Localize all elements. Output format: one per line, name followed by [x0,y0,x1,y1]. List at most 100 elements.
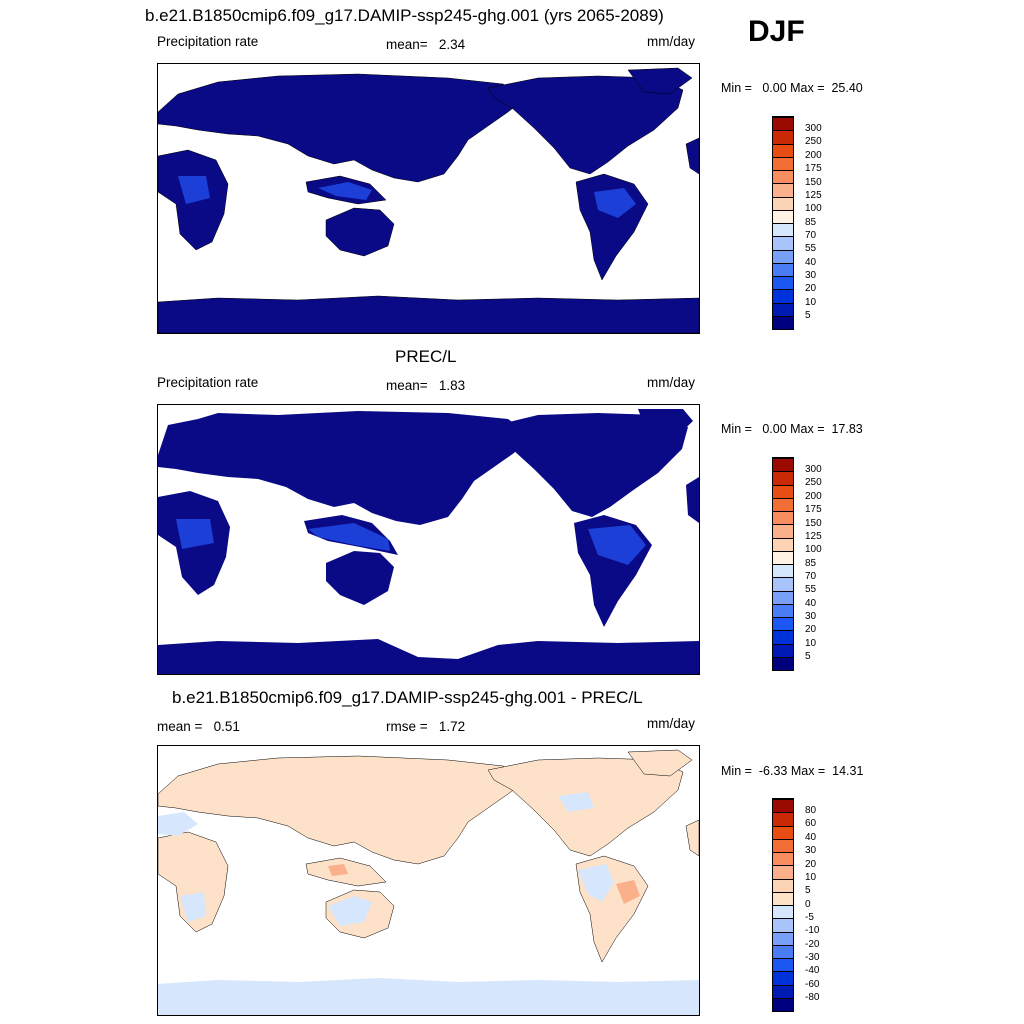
negative-region-north-africa [158,812,198,836]
colorbar-swatch [773,130,793,144]
colorbar-label: 85 [805,217,817,228]
land-eurasia [158,411,530,525]
panel-3-colorbar [772,798,794,1012]
negative-region-south-america [578,864,614,902]
panel-3-min-max: Min = -6.33 Max = 14.31 [721,764,864,778]
colorbar-swatch [773,905,793,919]
colorbar-swatch [773,302,793,316]
colorbar-label: 5 [805,885,811,896]
colorbar-swatch [773,537,793,551]
land-australia [326,551,394,605]
colorbar-label: 40 [805,257,817,268]
land-europe-right [685,137,699,175]
colorbar-label: 0 [805,899,811,910]
colorbar-swatch [773,865,793,879]
land-greenland [627,749,693,777]
colorbar-swatch [773,236,793,250]
colorbar-label: -30 [805,952,820,963]
panel-2-units-label: mm/day [647,375,696,390]
colorbar-label: 200 [805,150,822,161]
land-antarctica [158,639,699,674]
wet-region-amazon [594,188,636,218]
colorbar-label: 5 [805,651,811,662]
colorbar-swatch [773,997,793,1011]
panel-2-map [157,404,700,675]
colorbar-swatch [773,630,793,644]
wet-region-central-africa [178,176,210,204]
land-europe-right [686,477,699,523]
wet-region-se-asia [308,523,390,551]
negative-region-north-america [558,792,594,812]
colorbar-label: 20 [805,624,817,635]
colorbar-label: 300 [805,123,822,134]
panel-2-variable-label: Precipitation rate [157,375,259,390]
colorbar-label: 100 [805,203,822,214]
colorbar-swatch [773,958,793,972]
colorbar-swatch [773,484,793,498]
colorbar-swatch [773,577,793,591]
colorbar-swatch [773,564,793,578]
colorbar-swatch [773,812,793,826]
colorbar-label: 30 [805,845,817,856]
colorbar-swatch [773,249,793,263]
colorbar-swatch [773,878,793,892]
land-eurasia [158,755,527,865]
colorbar-swatch [773,458,793,472]
colorbar-swatch [773,524,793,538]
colorbar-label: 40 [805,832,817,843]
colorbar-swatch [773,891,793,905]
negative-region-antarctica [158,978,699,1015]
panel-1-mean-label: mean= 2.34 [386,37,466,52]
colorbar-swatch [773,550,793,564]
negative-region-south-africa [180,892,206,922]
colorbar-label: 30 [805,270,817,281]
negative-region-australia [328,896,372,926]
colorbar-swatch [773,918,793,932]
colorbar-swatch [773,984,793,998]
panel-2-mean-label: mean= 1.83 [386,378,466,393]
colorbar-label: 5 [805,310,811,321]
colorbar-swatch [773,944,793,958]
colorbar-swatch [773,276,793,290]
positive-region-amazon [616,880,640,904]
colorbar-swatch [773,931,793,945]
colorbar-label: 125 [805,190,822,201]
colorbar-swatch [773,262,793,276]
colorbar-label: 125 [805,531,822,542]
colorbar-swatch [773,156,793,170]
colorbar-label: 300 [805,464,822,475]
colorbar-label: -5 [805,912,814,923]
colorbar-label: 10 [805,297,817,308]
panel-1-map [157,63,700,334]
colorbar-swatch [773,196,793,210]
colorbar-swatch [773,223,793,237]
colorbar-swatch [773,838,793,852]
panel-3-rmse-label: rmse = 1.72 [386,719,466,734]
panel-3-map [157,745,700,1016]
colorbar-swatch [773,656,793,670]
panel-2-min-max: Min = 0.00 Max = 17.83 [721,422,863,436]
colorbar-label: 60 [805,818,817,829]
colorbar-swatch [773,852,793,866]
land-greenland [627,67,693,95]
colorbar-swatch [773,825,793,839]
colorbar-label: 175 [805,504,822,515]
panel-2-title: PREC/L [395,347,457,366]
colorbar-label: 20 [805,283,817,294]
land-greenland [638,409,693,439]
colorbar-swatch [773,617,793,631]
panel-2-colorbar [772,457,794,671]
colorbar-label: 70 [805,230,817,241]
panel-1-title: b.e21.B1850cmip6.f09_g17.DAMIP-ssp245-gh… [145,6,664,25]
colorbar-label: 10 [805,872,817,883]
colorbar-label: 150 [805,177,822,188]
land-australia [325,207,395,257]
panel-3-mean-label: mean = 0.51 [157,719,240,734]
colorbar-label: 20 [805,859,817,870]
colorbar-label: 100 [805,544,822,555]
colorbar-swatch [773,590,793,604]
panel-1-colorbar [772,116,794,330]
colorbar-label: 55 [805,584,817,595]
land-eurasia [158,73,527,183]
colorbar-label: 250 [805,477,822,488]
